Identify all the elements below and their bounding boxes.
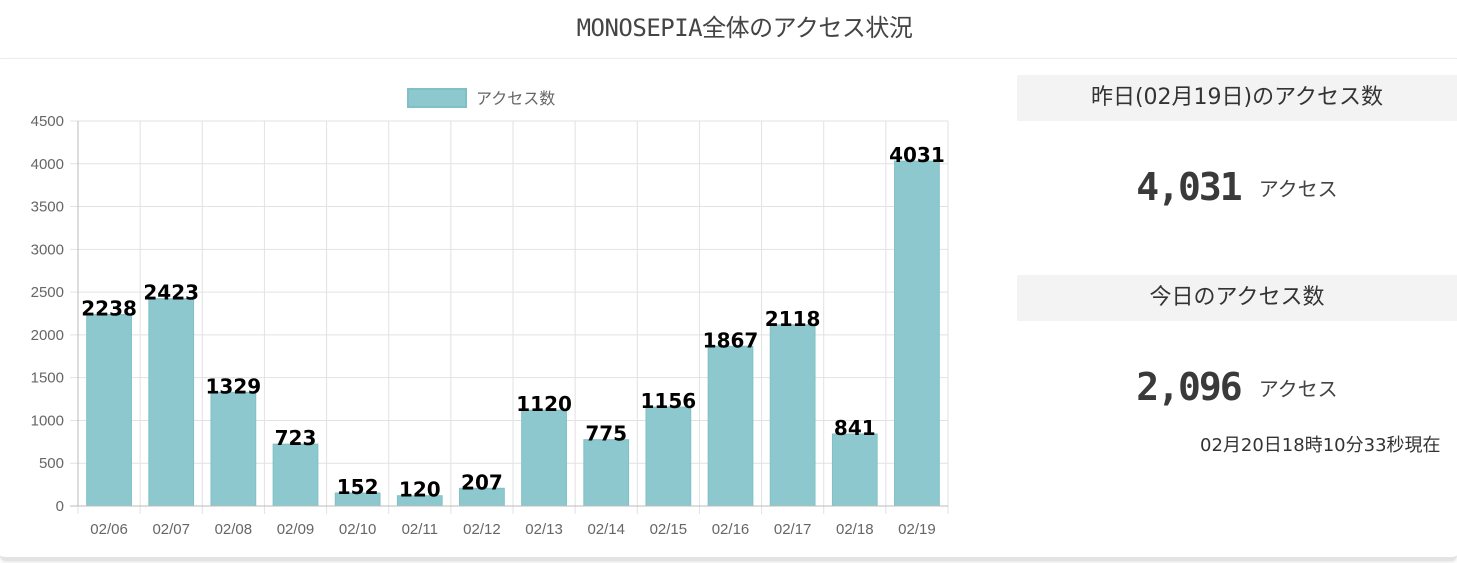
bar-02-17 xyxy=(769,324,816,507)
data-label: 841 xyxy=(834,416,876,440)
x-tick-label: 02/17 xyxy=(774,521,812,538)
x-tick-label: 02/12 xyxy=(463,521,501,538)
today-timestamp: 02月20日18時10分33秒現在 xyxy=(1200,435,1441,456)
x-tick-label: 02/07 xyxy=(152,521,190,538)
data-label: 2238 xyxy=(81,297,137,321)
data-label: 723 xyxy=(275,426,317,450)
y-tick-label: 1500 xyxy=(31,370,64,387)
legend-label[interactable]: アクセス数 xyxy=(476,89,555,108)
stats-card: 2238 2423 1329 723 152 120 207 1120 775 1156 1867 2… xyxy=(0,58,1457,561)
bar-02-07 xyxy=(148,298,195,507)
page-title: MONOSEPIA全体のアクセス状況 xyxy=(576,14,913,42)
data-label: 775 xyxy=(585,422,627,446)
x-tick-label: 02/16 xyxy=(712,521,750,538)
legend-swatch xyxy=(407,88,467,108)
data-label: 1329 xyxy=(206,374,262,398)
legend[interactable]: アクセス数 xyxy=(407,88,555,108)
data-label: 2423 xyxy=(143,281,199,305)
bar-02-18 xyxy=(831,433,878,507)
y-tick-label: 2500 xyxy=(31,284,64,301)
data-label: 152 xyxy=(337,475,379,499)
yesterday-unit: アクセス xyxy=(1258,176,1338,201)
bar-02-15 xyxy=(645,406,692,507)
data-label: 1120 xyxy=(516,392,572,416)
yesterday-count: 4,031 xyxy=(1136,165,1242,209)
data-label: 2118 xyxy=(765,307,821,331)
x-tick-label: 02/10 xyxy=(339,521,377,538)
bars xyxy=(86,160,940,507)
y-tick-label: 3000 xyxy=(31,241,64,258)
data-label: 207 xyxy=(461,470,503,494)
y-tick-label: 500 xyxy=(39,455,64,472)
data-label: 1867 xyxy=(703,328,759,352)
x-tick-label: 02/08 xyxy=(215,521,253,538)
bar-02-08 xyxy=(210,391,257,507)
x-tick-label: 02/13 xyxy=(525,521,563,538)
y-tick-label: 4000 xyxy=(31,156,64,173)
x-tick-label: 02/09 xyxy=(277,521,315,538)
bar-02-19 xyxy=(894,160,940,507)
bar-02-14 xyxy=(583,439,630,507)
y-tick-label: 3500 xyxy=(31,199,64,216)
x-tick-label: 02/14 xyxy=(587,521,625,538)
y-tick-label: 2000 xyxy=(31,327,64,344)
axes: 0 500 1000 1500 2000 2500 3000 3500 4000 4500 02/0… xyxy=(31,113,948,538)
x-tick-label: 02/19 xyxy=(898,521,936,538)
x-tick-label: 02/06 xyxy=(90,521,128,538)
y-tick-label: 0 xyxy=(56,498,64,515)
x-tick-label: 02/11 xyxy=(402,521,438,538)
x-tick-label: 02/15 xyxy=(650,521,688,538)
bar-02-13 xyxy=(521,409,567,507)
today-count: 2,096 xyxy=(1136,365,1242,409)
bar-02-06 xyxy=(86,314,132,507)
bar-02-16 xyxy=(707,345,754,507)
today-value-row: 2,096 アクセス xyxy=(1017,365,1457,409)
yesterday-header: 昨日(02月19日)のアクセス数 xyxy=(1017,75,1457,121)
bar-02-09 xyxy=(272,443,319,507)
today-unit: アクセス xyxy=(1258,376,1338,401)
y-tick-label: 4500 xyxy=(31,113,64,130)
y-tick-label: 1000 xyxy=(31,412,64,429)
x-tick-label: 02/18 xyxy=(836,521,874,538)
today-header: 今日のアクセス数 xyxy=(1017,275,1457,321)
data-label: 120 xyxy=(399,478,441,502)
yesterday-value-row: 4,031 アクセス xyxy=(1017,165,1457,209)
data-label: 1156 xyxy=(641,389,697,413)
grid xyxy=(70,120,949,514)
data-label: 4031 xyxy=(889,143,945,167)
